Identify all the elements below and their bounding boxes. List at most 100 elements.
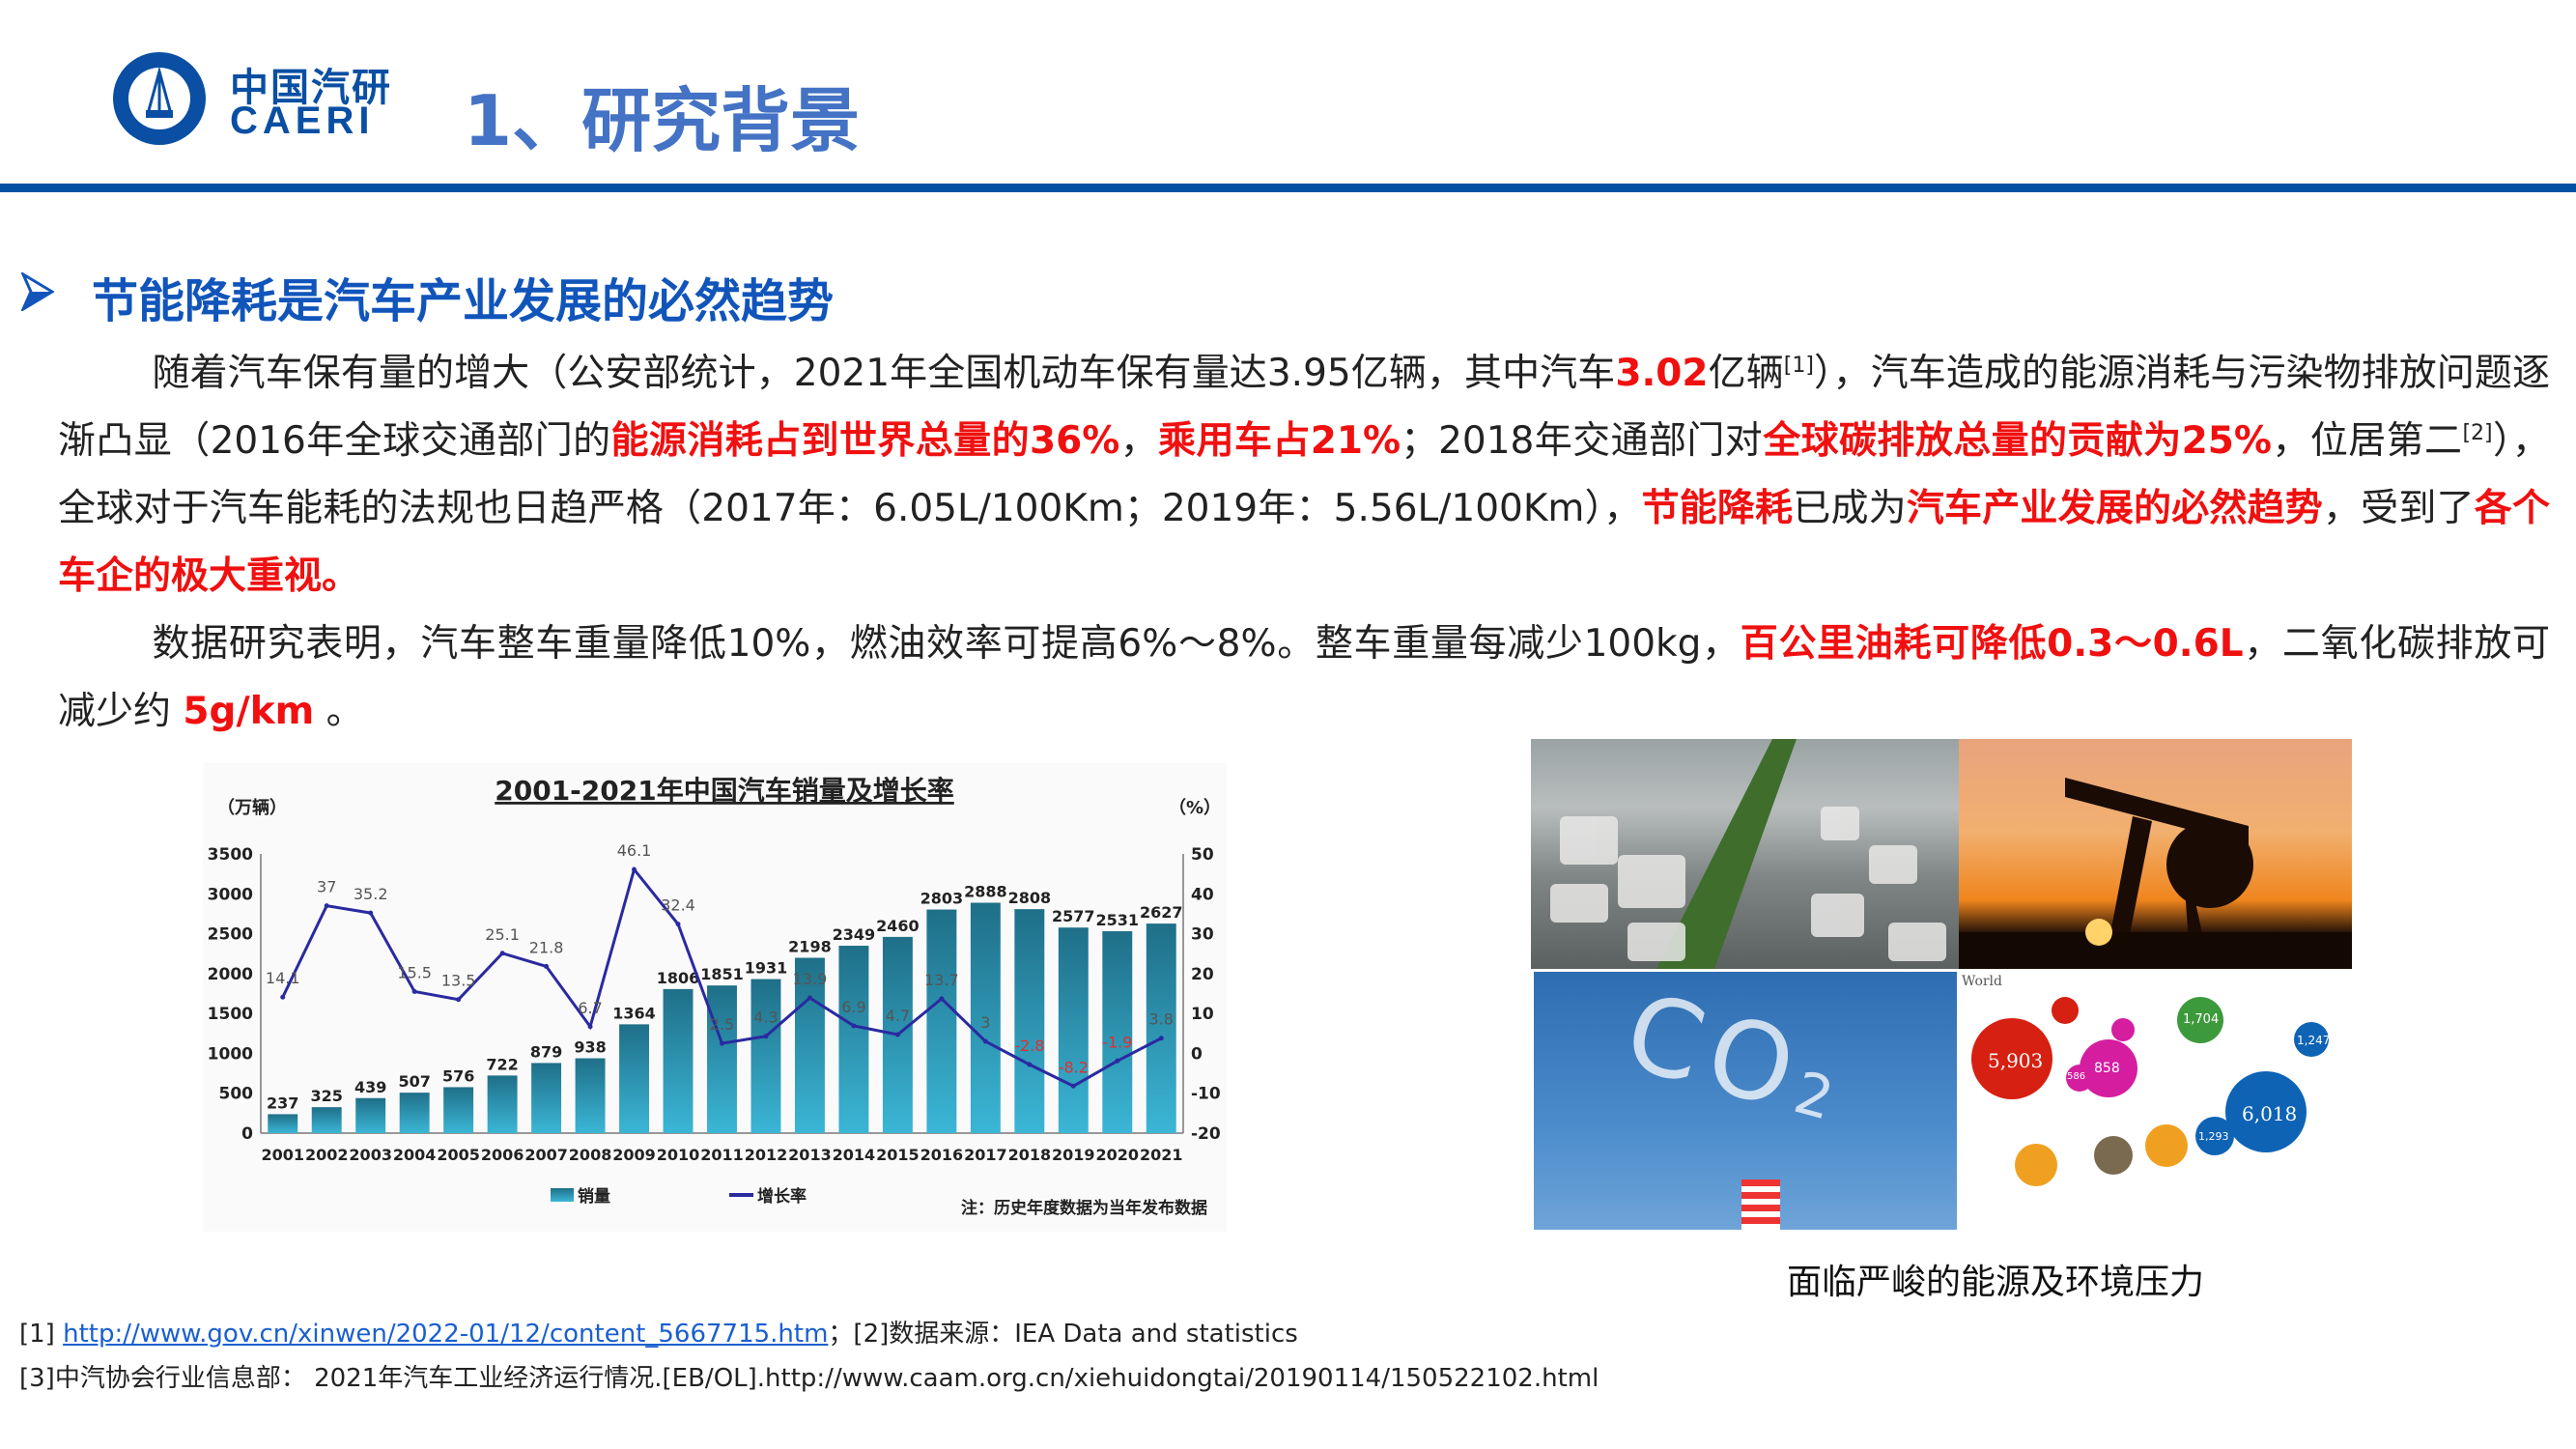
- ref1-prefix: [1]: [19, 1320, 64, 1349]
- chart-note: 注：历史年度数据为当年发布数据: [961, 1198, 1207, 1218]
- right-tick-label: 50: [1191, 845, 1214, 865]
- x-tick-label: 2020: [1096, 1146, 1140, 1164]
- x-tick-label: 2019: [1052, 1146, 1095, 1164]
- bar: [1058, 927, 1089, 1133]
- right-tick-label: 40: [1191, 885, 1214, 904]
- left-tick-label: 2500: [208, 925, 253, 945]
- left-tick-label: 2000: [208, 965, 253, 984]
- photo-caption: 面临严峻的能源及环境压力: [1787, 1263, 2205, 1302]
- reference-1-2: [1] http://www.gov.cn/xinwen/2022-01/12/…: [19, 1314, 1298, 1350]
- text-segment: 数据研究表明，汽车整车重量降低10%，燃油效率可提高6%～8%。整车重量每减少1…: [152, 622, 1741, 666]
- x-tick-label: 2008: [569, 1146, 612, 1164]
- highlight-text: 5g/km: [183, 690, 315, 733]
- bar-value-label: 325: [311, 1087, 343, 1105]
- citation-mark: [1]: [1783, 354, 1814, 378]
- x-tick-label: 2013: [788, 1146, 832, 1164]
- highlight-text: 百公里油耗可降低0.3～0.6L: [1740, 622, 2244, 666]
- bar-value-label: 2627: [1140, 903, 1183, 922]
- x-tick-label: 2021: [1140, 1146, 1183, 1164]
- bar-value-label: 938: [574, 1038, 606, 1057]
- text-segment: ，受到了: [2322, 487, 2475, 530]
- bar-value-label: 439: [354, 1078, 386, 1096]
- text-segment: ，位居第二: [2272, 419, 2463, 463]
- reference-3: [3]中汽协会行业信息部： 2021年汽车工业经济运行情况.[EB/OL].ht…: [19, 1364, 1599, 1393]
- bar-value-label: 2808: [1008, 889, 1052, 907]
- oil-pump-sunset-photo: [1959, 739, 2352, 969]
- growth-value-label: 13.5: [441, 972, 476, 990]
- co2-text: CO2: [1613, 972, 1851, 1137]
- growth-value-label: 13.9: [793, 970, 828, 988]
- text-segment: ，二氧化碳排放可减少约: [58, 622, 2550, 733]
- text-segment: ，: [1119, 419, 1159, 463]
- brand-name-cn: 中国汽研: [230, 66, 392, 110]
- growth-value-label: 15.5: [397, 963, 432, 981]
- left-axis-unit: （万辆）: [217, 797, 287, 818]
- growth-point: [1158, 1036, 1164, 1041]
- left-tick-label: 500: [219, 1085, 254, 1104]
- growth-point: [544, 963, 550, 969]
- x-tick-label: 2001: [261, 1146, 304, 1164]
- bar: [575, 1058, 606, 1133]
- growth-value-label: -2.8: [1014, 1037, 1044, 1055]
- bar: [1146, 923, 1176, 1133]
- ref1-link[interactable]: http://www.gov.cn/xinwen/2022-01/12/cont…: [63, 1320, 829, 1349]
- left-tick-label: 3500: [208, 845, 253, 865]
- bar-value-label: 1806: [657, 969, 700, 987]
- arrow-right-icon: [21, 272, 54, 311]
- left-tick-label: 3000: [208, 885, 253, 904]
- growth-value-label: 32.4: [661, 896, 695, 915]
- bar-value-label: 507: [398, 1072, 430, 1091]
- highlight-text: 节能降耗: [1641, 487, 1794, 530]
- right-tick-label: -10: [1191, 1085, 1221, 1104]
- traffic-jam-photo: [1531, 739, 1959, 969]
- text-segment: 亿辆: [1708, 352, 1784, 395]
- highlight-text: 全球碳排放总量的贡献为25%: [1763, 419, 2273, 463]
- x-tick-label: 2005: [437, 1146, 480, 1164]
- x-tick-label: 2003: [349, 1146, 392, 1164]
- x-tick-label: 2007: [524, 1146, 568, 1164]
- highlight-text: 各个车企的极大重视。: [58, 487, 2550, 598]
- left-tick-label: 0: [241, 1124, 253, 1144]
- bar: [399, 1093, 430, 1133]
- x-tick-label: 2015: [876, 1146, 920, 1164]
- bar-value-label: 2460: [876, 917, 920, 935]
- bar: [926, 909, 957, 1133]
- bar: [355, 1097, 386, 1133]
- highlight-text: 能源消耗占到世界总量的36%: [610, 419, 1120, 463]
- bar-value-label: 1931: [745, 959, 788, 978]
- right-tick-label: 10: [1191, 1005, 1214, 1024]
- text-segment: ），全球对于汽车能耗的法规也日趋严格（2017年：6.05L/100Km；201…: [58, 419, 2550, 530]
- text-segment: 已成为: [1793, 487, 1907, 530]
- body-text: 随着汽车保有量的增大（公安部统计，2021年全国机动车保有量达3.95亿辆，其中…: [58, 340, 2550, 746]
- growth-point: [894, 1032, 900, 1037]
- chart-title: 2001-2021年中国汽车销量及增长率: [495, 775, 953, 807]
- right-tick-label: -20: [1191, 1124, 1221, 1144]
- x-tick-label: 2009: [612, 1146, 656, 1164]
- section-heading: 节能降耗是汽车产业发展的必然趋势: [92, 274, 835, 328]
- bar-value-label: 1364: [612, 1004, 656, 1022]
- growth-value-label: 3.8: [1149, 1010, 1174, 1029]
- growth-point: [982, 1038, 988, 1044]
- bar: [970, 902, 1001, 1133]
- highlight-text: 3.02: [1615, 352, 1709, 395]
- bar-value-label: 2349: [833, 925, 876, 944]
- growth-value-label: 21.8: [529, 938, 564, 956]
- bar-value-label: 722: [486, 1055, 518, 1073]
- carbon-emissions-bubble-chart: World 5,903 6,018 1,704 1,247 858 586 1,…: [1959, 972, 2352, 1230]
- text-segment: 随着汽车保有量的增大（公安部统计，2021年全国机动车保有量达3.95亿辆，其中…: [152, 352, 1616, 395]
- growth-point: [411, 988, 417, 994]
- x-tick-label: 2006: [481, 1146, 524, 1164]
- x-tick-label: 2016: [920, 1146, 964, 1164]
- growth-value-label: 46.1: [617, 841, 652, 860]
- bar-value-label: 1851: [700, 965, 744, 983]
- x-tick-label: 2018: [1008, 1146, 1052, 1164]
- growth-point: [720, 1040, 724, 1046]
- legend-bar-swatch: [551, 1188, 574, 1202]
- growth-value-label: 3: [980, 1013, 990, 1032]
- bar: [838, 946, 869, 1133]
- growth-point: [280, 994, 286, 1000]
- growth-point: [324, 903, 329, 909]
- page-title: 1、研究背景: [464, 80, 861, 161]
- right-tick-label: 20: [1191, 965, 1214, 984]
- bar: [1014, 909, 1045, 1133]
